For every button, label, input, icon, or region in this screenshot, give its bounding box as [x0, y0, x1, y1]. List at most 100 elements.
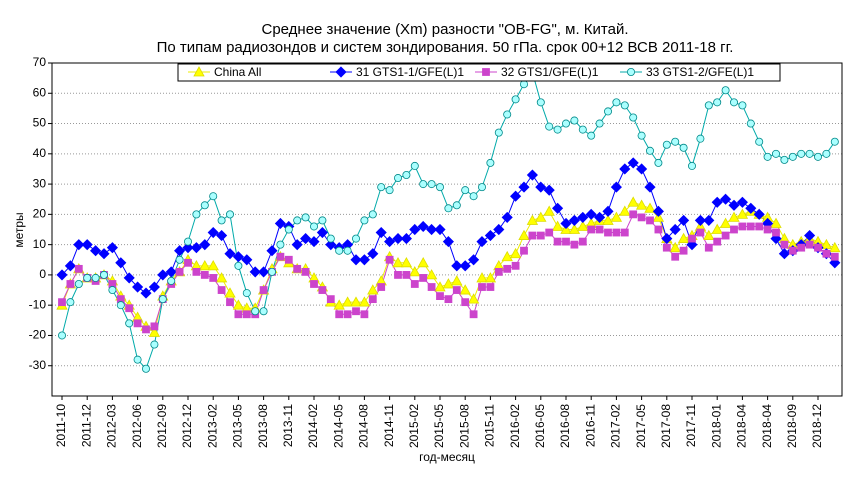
marker	[452, 201, 461, 210]
x-tick-label: 2012-09	[155, 404, 169, 448]
marker	[284, 255, 293, 264]
marker	[224, 287, 236, 298]
marker	[184, 258, 192, 267]
marker	[350, 296, 362, 307]
marker	[442, 278, 455, 289]
marker	[746, 222, 755, 231]
marker	[528, 231, 537, 240]
legend-label: 31 GTS1-1/GFE(L)1	[356, 65, 464, 79]
marker	[207, 226, 219, 239]
marker	[644, 181, 656, 193]
x-tick-label: 2013-11	[281, 404, 295, 447]
legend-marker	[482, 68, 490, 76]
marker	[703, 214, 715, 226]
marker	[778, 248, 790, 260]
marker	[671, 137, 680, 146]
marker	[669, 223, 681, 236]
marker	[224, 248, 236, 260]
marker	[797, 149, 806, 158]
marker	[763, 225, 772, 234]
marker	[459, 260, 471, 272]
marker	[326, 295, 335, 304]
marker	[199, 260, 211, 271]
marker	[310, 280, 318, 288]
marker	[511, 95, 520, 104]
marker	[385, 255, 394, 264]
marker	[217, 216, 226, 225]
marker	[435, 183, 444, 192]
y-tick-label: 0	[39, 267, 46, 281]
marker	[358, 296, 371, 307]
marker	[417, 256, 429, 268]
marker	[719, 217, 732, 228]
marker	[553, 125, 562, 134]
marker	[620, 228, 629, 237]
marker	[578, 125, 587, 134]
marker	[694, 214, 706, 226]
marker	[410, 280, 419, 288]
marker	[442, 236, 454, 248]
x-tick-label: 2014-11	[382, 404, 396, 447]
y-tick-label: 30	[33, 176, 47, 190]
marker	[58, 298, 66, 307]
marker	[232, 299, 245, 310]
marker	[333, 299, 345, 310]
marker	[562, 237, 570, 246]
marker	[301, 213, 310, 222]
marker	[368, 210, 377, 219]
x-tick-label: 2017-02	[609, 404, 623, 448]
marker	[242, 310, 251, 319]
plot-frame	[51, 62, 843, 397]
marker	[318, 216, 327, 225]
marker	[602, 205, 614, 217]
marker	[276, 240, 285, 249]
marker	[225, 210, 234, 219]
marker	[511, 261, 520, 270]
marker	[133, 319, 142, 328]
x-tick-label: 2018-01	[709, 404, 723, 448]
marker	[409, 266, 421, 277]
marker	[326, 234, 335, 243]
marker	[142, 325, 150, 334]
marker	[309, 222, 318, 231]
marker	[426, 223, 438, 236]
marker	[199, 239, 211, 251]
marker	[746, 119, 755, 128]
marker	[410, 161, 419, 170]
marker	[568, 223, 581, 234]
marker	[728, 199, 740, 211]
marker	[629, 210, 638, 219]
marker	[520, 246, 528, 255]
marker	[157, 269, 169, 281]
marker	[241, 254, 253, 266]
marker	[74, 279, 83, 288]
marker	[81, 239, 93, 251]
marker	[509, 247, 522, 259]
marker	[132, 281, 144, 293]
y-tick-label: 50	[33, 116, 47, 130]
chart-subtitle: По типам радиозондов и систем зондирован…	[157, 39, 734, 56]
marker	[646, 146, 655, 155]
marker	[696, 134, 705, 143]
marker	[738, 222, 747, 231]
marker	[291, 239, 303, 251]
marker	[577, 211, 589, 223]
marker	[192, 210, 201, 219]
y-tick-label: 70	[33, 55, 47, 69]
marker	[234, 310, 243, 319]
x-tick-label: 2014-05	[331, 404, 345, 448]
marker	[688, 234, 696, 243]
marker	[520, 80, 529, 89]
marker	[493, 223, 505, 236]
marker	[308, 236, 320, 248]
marker	[217, 286, 226, 294]
marker	[419, 274, 428, 282]
x-tick-label: 2014-02	[306, 404, 320, 448]
marker	[543, 184, 555, 196]
marker	[141, 364, 150, 373]
y-tick-label: 40	[33, 146, 47, 160]
marker	[662, 243, 671, 252]
marker	[578, 237, 587, 246]
marker	[318, 286, 327, 294]
